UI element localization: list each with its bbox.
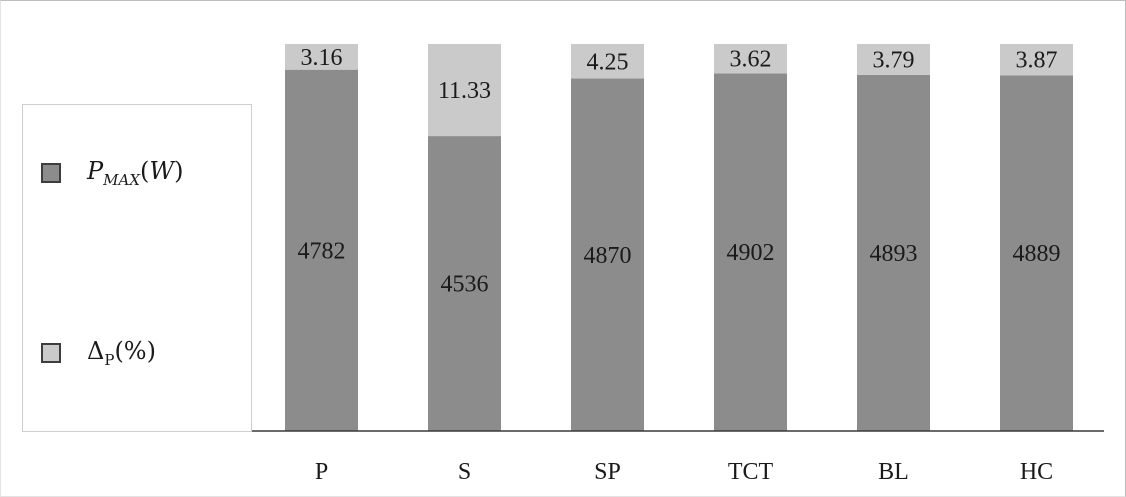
data-label-delta-bl: 3.79 xyxy=(873,47,915,73)
x-tick-bl: BL xyxy=(878,459,909,485)
data-label-delta-s: 11.33 xyxy=(438,78,491,104)
data-label-pmax-bl: 4893 xyxy=(870,241,918,267)
data-label-delta-hc: 3.87 xyxy=(1016,48,1058,74)
data-label-pmax-p: 4782 xyxy=(298,238,346,264)
bars-layer: 4782 3.16 4536 11.33 4870 4.25 4902 3.62 4893 3.7… xyxy=(285,44,1073,432)
bar-pmax-bl xyxy=(857,74,930,431)
bar-delta-p xyxy=(285,44,358,70)
x-axis-ticks: P S SP TCT BL HC xyxy=(315,459,1053,485)
x-tick-s: S xyxy=(458,459,471,485)
bar-delta-s xyxy=(428,44,501,137)
legend: PMAX(W) ΔP(%) xyxy=(22,104,252,432)
legend-item-delta: ΔP(%) xyxy=(41,337,156,369)
data-label-pmax-s: 4536 xyxy=(441,272,489,298)
x-tick-sp: SP xyxy=(594,459,621,485)
data-label-delta-p: 3.16 xyxy=(301,45,343,71)
legend-label-pmax: PMAX(W) xyxy=(87,157,184,189)
data-label-delta-tct: 3.62 xyxy=(730,47,772,73)
x-tick-tct: TCT xyxy=(728,459,774,485)
data-label-delta-sp: 4.25 xyxy=(587,49,629,75)
legend-swatch-pmax xyxy=(41,162,61,183)
bar-pmax-sp xyxy=(571,78,644,432)
legend-item-pmax: PMAX(W) xyxy=(41,157,183,189)
bar-delta-tct xyxy=(714,44,787,74)
data-label-pmax-tct: 4902 xyxy=(727,240,775,266)
bar-pmax-p xyxy=(285,69,358,431)
bar-pmax-tct xyxy=(714,73,787,431)
x-tick-p: P xyxy=(315,459,328,485)
x-tick-hc: HC xyxy=(1020,459,1053,485)
bar-delta-sp xyxy=(571,44,644,79)
bar-delta-bl xyxy=(857,44,930,75)
bar-pmax-s xyxy=(428,136,501,431)
legend-swatch-delta xyxy=(41,342,61,363)
bar-delta-hc xyxy=(1000,44,1073,76)
data-label-pmax-sp: 4870 xyxy=(584,243,632,269)
legend-label-delta: ΔP(%) xyxy=(87,337,156,369)
bar-pmax-hc xyxy=(1000,75,1073,432)
data-label-pmax-hc: 4889 xyxy=(1013,241,1061,267)
